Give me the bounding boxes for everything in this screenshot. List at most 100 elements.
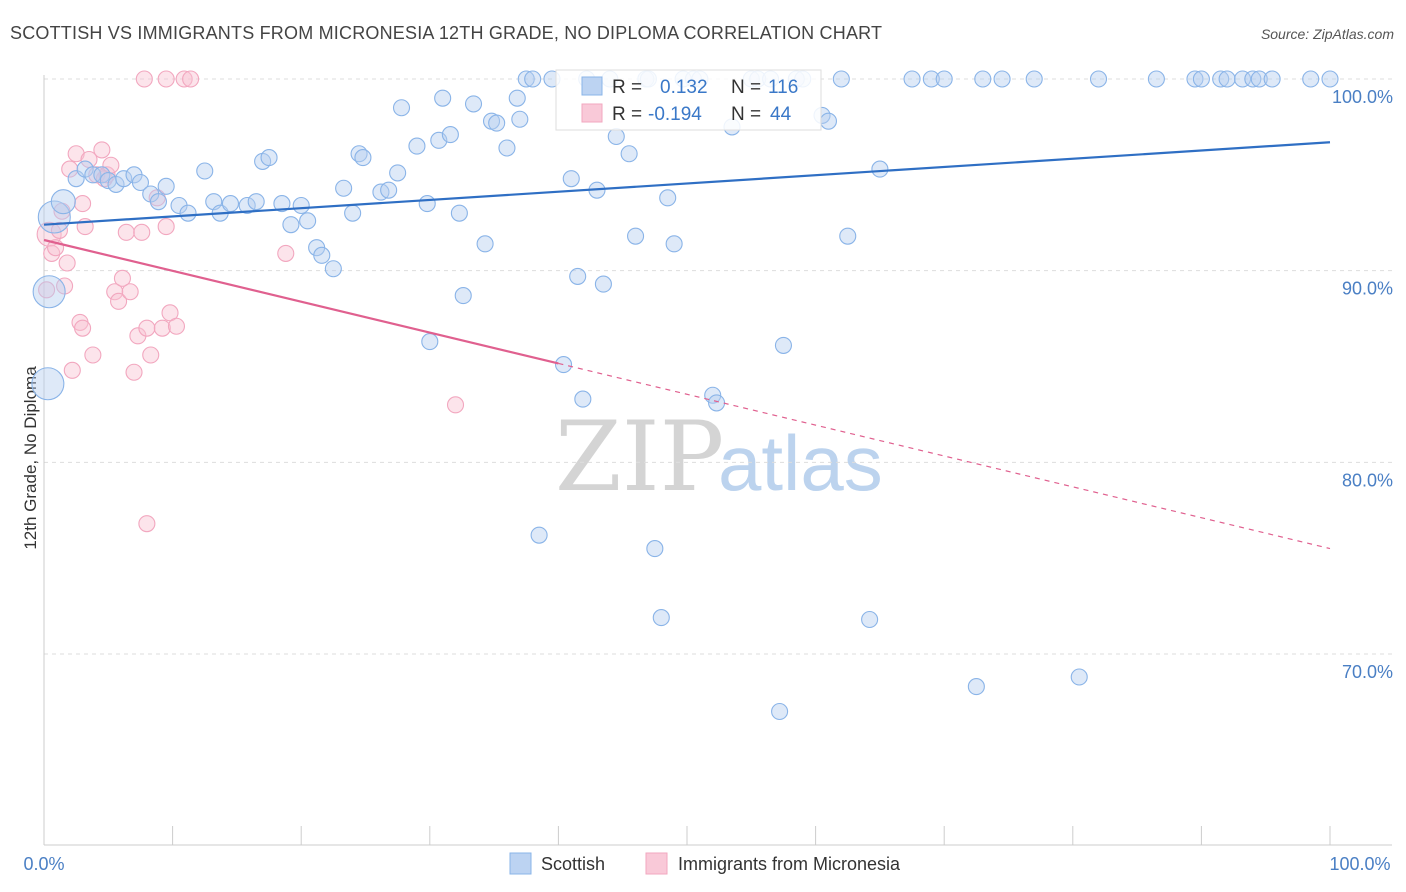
legend-micronesia-label: Immigrants from Micronesia <box>678 854 901 874</box>
x-tick-label-min: 0.0% <box>23 854 64 874</box>
scottish-point-102 <box>1089 70 1108 88</box>
scottish-point-26 <box>292 196 310 215</box>
micronesia-point-27 <box>133 223 151 241</box>
stats-pink-swatch <box>581 103 603 123</box>
scottish-point-85 <box>774 336 793 354</box>
scottish-point-12 <box>149 193 168 211</box>
scottish-point-40 <box>418 195 436 213</box>
micronesia-point-41 <box>446 396 465 414</box>
stats-blue-n-value: 116 <box>768 77 798 98</box>
legend-micronesia-swatch <box>645 852 668 875</box>
scottish-point-55 <box>524 70 542 88</box>
scottish-point-53 <box>421 333 439 351</box>
scottish-point-32 <box>344 204 362 222</box>
legend-scottish-swatch <box>509 852 532 875</box>
y-axis-label: 12th Grade, No Diploma <box>21 366 40 550</box>
scottish-point-21 <box>247 193 265 211</box>
scottish-point-108 <box>1234 70 1252 88</box>
scottish-point-66 <box>607 127 625 146</box>
micronesia-point-8 <box>63 361 81 379</box>
scottish-point-84 <box>771 702 789 721</box>
micronesia-point-28 <box>138 319 156 337</box>
y-tick-label-70: 70.0% <box>1342 662 1393 682</box>
scottish-point-24 <box>273 195 291 213</box>
scottish-point-91 <box>839 227 857 245</box>
scottish-point-49 <box>498 139 516 157</box>
micronesia-point-23 <box>117 223 135 241</box>
scottish-point-5 <box>93 166 111 184</box>
scottish-point-52 <box>434 89 452 107</box>
scottish-point-100 <box>1025 70 1043 88</box>
scottish-point-104 <box>1186 70 1204 88</box>
scottish-point-44 <box>454 287 472 305</box>
scottish-point-71 <box>646 540 664 558</box>
watermark-atlas: atlas <box>718 419 883 507</box>
scottish-point-97 <box>967 678 985 696</box>
scottish-point-64 <box>594 275 612 293</box>
stats-blue-n-label: N = <box>731 77 761 98</box>
y-tick-label-90: 90.0% <box>1342 279 1393 299</box>
chart-title: SCOTTISH VS IMMIGRANTS FROM MICRONESIA 1… <box>10 23 882 43</box>
stats-pink-n-value: 44 <box>770 104 792 125</box>
scottish-point-110 <box>1250 70 1268 88</box>
scottish-point-93 <box>871 160 889 178</box>
micronesia-point-32 <box>157 218 175 236</box>
micronesia-point-22 <box>113 269 131 287</box>
series-micronesia-points <box>36 70 465 533</box>
scottish-point-46 <box>476 235 494 253</box>
scottish-point-79 <box>708 394 726 412</box>
scottish-point-20 <box>238 196 256 215</box>
scottish-point-4 <box>84 166 102 184</box>
scottish-point-115 <box>31 367 65 401</box>
scottish-point-89 <box>819 112 838 130</box>
micronesia-point-7 <box>61 160 79 178</box>
scottish-point-42 <box>441 126 459 144</box>
scottish-point-56 <box>530 526 548 544</box>
stats-blue-swatch <box>581 76 603 96</box>
scottish-point-16 <box>196 162 214 180</box>
scottish-point-72 <box>652 609 670 627</box>
series-scottish-points <box>31 70 1339 721</box>
scottish-trend-line <box>43 141 1331 226</box>
micronesia-point-34 <box>167 317 186 335</box>
scottish-point-60 <box>569 267 587 285</box>
micronesia-point-24 <box>121 283 139 301</box>
scottish-point-54 <box>517 70 535 88</box>
scottish-point-48 <box>488 114 506 132</box>
scottish-point-36 <box>380 181 398 199</box>
scottish-point-90 <box>832 70 850 88</box>
scottish-point-19 <box>221 195 240 213</box>
scottish-point-43 <box>450 204 468 222</box>
scottish-point-34 <box>354 149 372 167</box>
stats-pink-r-value: -0.194 <box>648 104 702 125</box>
scottish-point-99 <box>993 70 1011 88</box>
scottish-point-27 <box>299 212 317 230</box>
scottish-point-58 <box>554 356 573 374</box>
micronesia-point-38 <box>175 70 193 88</box>
micronesia-point-20 <box>106 283 124 301</box>
x-axis-ticks <box>43 826 1331 845</box>
scottish-point-51 <box>511 110 529 128</box>
scottish-point-111 <box>1263 70 1281 88</box>
micronesia-point-3 <box>50 221 68 239</box>
trend-lines <box>43 141 1331 550</box>
scottish-point-29 <box>313 246 331 264</box>
micronesia-point-37 <box>157 70 175 88</box>
micronesia-point-6 <box>58 254 76 272</box>
scottish-point-8 <box>115 170 133 188</box>
micronesia-point-40 <box>277 244 295 262</box>
micronesia-trend-line-extension <box>558 362 1331 550</box>
scottish-point-98 <box>974 70 992 88</box>
scottish-point-38 <box>392 99 411 117</box>
y-tick-label-80: 80.0% <box>1342 470 1393 490</box>
stats-blue-r-value: 0.132 <box>660 77 708 98</box>
gridlines <box>44 78 1392 655</box>
scottish-point-92 <box>861 610 879 629</box>
scottish-point-15 <box>179 204 197 222</box>
scottish-point-59 <box>562 170 580 188</box>
scottish-point-61 <box>574 390 592 408</box>
scottish-point-114 <box>32 275 66 309</box>
watermark-zip: ZIP <box>555 401 724 513</box>
stats-box: R = 0.132 N = 116 R = -0.194 N = 44 <box>555 69 822 131</box>
micronesia-point-39 <box>182 70 200 88</box>
